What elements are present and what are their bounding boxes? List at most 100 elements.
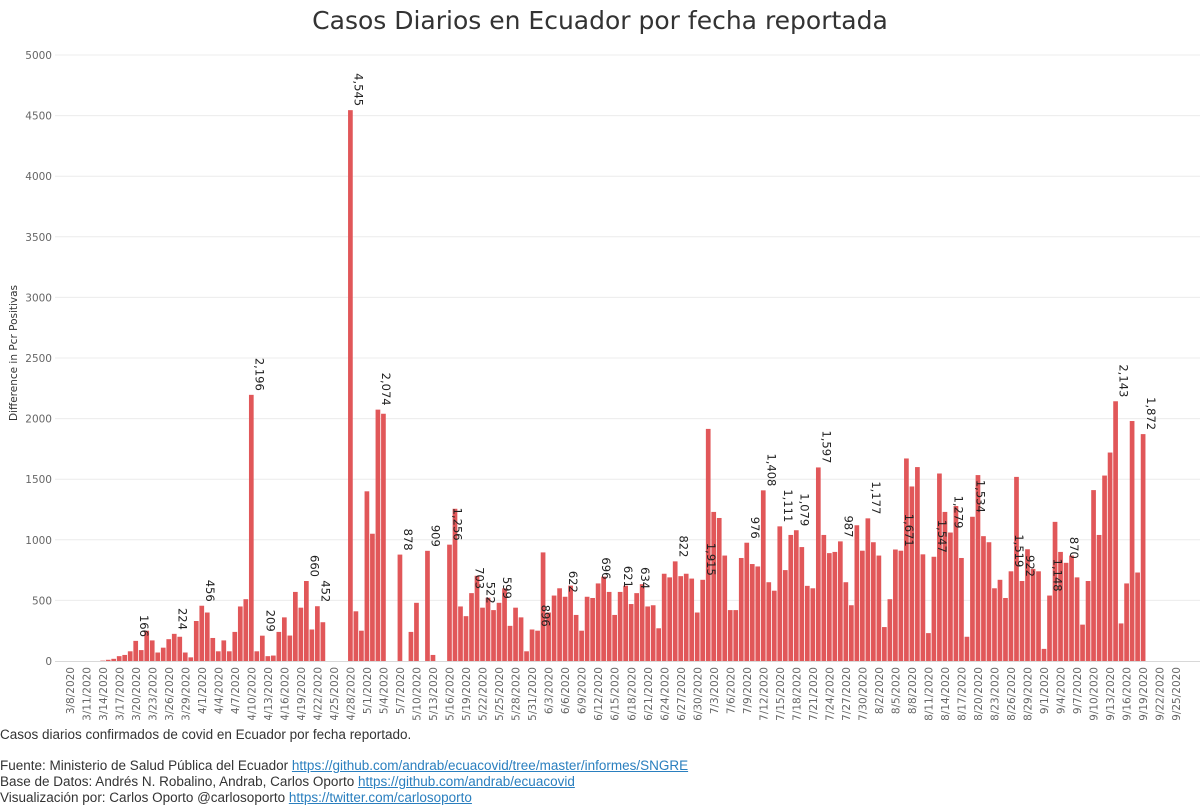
x-tick-label: 5/1/2020 — [362, 667, 374, 714]
y-tick-label: 3000 — [25, 292, 52, 304]
bar — [254, 651, 260, 661]
bar — [138, 650, 144, 661]
y-tick-label: 1500 — [25, 474, 52, 486]
bar — [144, 630, 150, 661]
bar — [782, 570, 788, 661]
bar — [298, 607, 304, 661]
bar — [871, 542, 876, 661]
x-tick-label: 8/26/2020 — [1006, 667, 1018, 720]
data-label: 2,074 — [379, 373, 393, 406]
x-tick-label: 4/16/2020 — [279, 667, 291, 720]
database-link[interactable]: https://github.com/andrab/ecuacovid — [357, 774, 575, 789]
bar — [937, 473, 942, 661]
data-label: 1,079 — [797, 493, 811, 526]
x-tick-label: 7/18/2020 — [791, 667, 803, 720]
x-tick-label: 9/25/2020 — [1171, 667, 1183, 720]
bar — [353, 611, 359, 661]
x-tick-label: 6/24/2020 — [659, 667, 671, 720]
data-label: 452 — [319, 580, 333, 602]
data-label: 696 — [599, 557, 613, 579]
data-label: 922 — [1023, 555, 1037, 577]
bar — [375, 409, 381, 661]
y-tick-label: 2000 — [25, 414, 52, 426]
bar — [1003, 597, 1008, 661]
bar — [882, 627, 887, 661]
data-label: 703 — [473, 567, 487, 589]
data-label: 456 — [203, 580, 217, 602]
bar — [678, 576, 684, 661]
bar — [557, 588, 562, 661]
bar — [953, 505, 959, 661]
data-label: 987 — [841, 515, 855, 537]
bar — [771, 590, 777, 661]
x-tick-label: 5/10/2020 — [412, 667, 424, 720]
x-tick-label: 4/22/2020 — [313, 667, 325, 720]
bar — [716, 517, 722, 661]
bar — [689, 578, 695, 661]
bar — [199, 605, 205, 661]
data-label: 1,534 — [974, 480, 988, 513]
bar — [975, 475, 981, 661]
bar — [1025, 549, 1030, 661]
bar — [766, 582, 772, 661]
bar — [221, 640, 227, 661]
bar — [810, 588, 816, 661]
bar — [226, 651, 232, 661]
bar — [777, 526, 783, 661]
bar — [463, 616, 469, 661]
bar — [518, 617, 524, 661]
x-tick-label: 5/13/2020 — [428, 667, 440, 720]
bar — [315, 606, 320, 661]
data-label: 166 — [137, 615, 151, 637]
bar — [617, 591, 623, 661]
bar — [474, 575, 480, 661]
bar — [1058, 551, 1063, 661]
x-tick-label: 7/9/2020 — [742, 667, 754, 714]
bar — [634, 593, 639, 661]
bar — [160, 647, 166, 661]
data-label: 2,196 — [252, 358, 266, 391]
x-tick-label: 5/16/2020 — [445, 667, 457, 720]
data-label: 660 — [308, 555, 322, 577]
bar — [359, 630, 364, 661]
bar — [854, 525, 860, 661]
bar — [491, 610, 496, 661]
bar — [749, 564, 755, 661]
bar — [915, 467, 920, 661]
footer-database: Base de Datos: Andrés N. Robalino, Andra… — [0, 774, 575, 789]
bar — [133, 640, 139, 661]
x-tick-label: 7/30/2020 — [858, 667, 870, 720]
x-tick-label: 5/22/2020 — [478, 667, 490, 720]
data-label: 634 — [638, 567, 652, 589]
data-labels: 166 224 456 2,196 209 660 452 4,545 2,074 878 909 1… — [137, 73, 1158, 637]
data-label: 878 — [401, 529, 415, 551]
bar — [507, 625, 513, 661]
data-label: 1,872 — [1144, 397, 1158, 430]
x-tick-label: 9/22/2020 — [1155, 667, 1167, 720]
data-label: 976 — [748, 517, 762, 539]
x-tick-label: 4/28/2020 — [346, 667, 358, 720]
x-tick-label: 3/29/2020 — [180, 667, 192, 720]
bar — [667, 577, 673, 661]
bar — [573, 614, 579, 661]
bar — [1019, 581, 1025, 661]
bar — [656, 628, 662, 661]
bar — [182, 652, 188, 661]
x-tick-label: 7/6/2020 — [725, 667, 737, 714]
bar — [788, 534, 794, 661]
bar — [524, 651, 529, 661]
bar — [843, 582, 849, 661]
y-tick-label: 5000 — [25, 50, 52, 62]
bar — [931, 556, 937, 661]
chart-title: Casos Diarios en Ecuador por fecha repor… — [312, 6, 888, 35]
x-tick-label: 4/10/2020 — [246, 667, 258, 720]
bar — [237, 606, 243, 661]
source-link[interactable]: https://github.com/andrab/ecuacovid/tree… — [291, 758, 689, 773]
x-tick-label: 7/15/2020 — [775, 667, 787, 720]
data-label: 1,519 — [1012, 534, 1026, 567]
twitter-link[interactable]: https://twitter.com/carlosoporto — [288, 790, 472, 805]
x-tick-label: 5/31/2020 — [527, 667, 539, 720]
bar — [793, 530, 799, 661]
bar — [959, 557, 964, 661]
x-axis-ticks: 3/8/2020 3/11/2020 3/14/2020 3/17/2020 3/20/… — [65, 667, 1183, 720]
